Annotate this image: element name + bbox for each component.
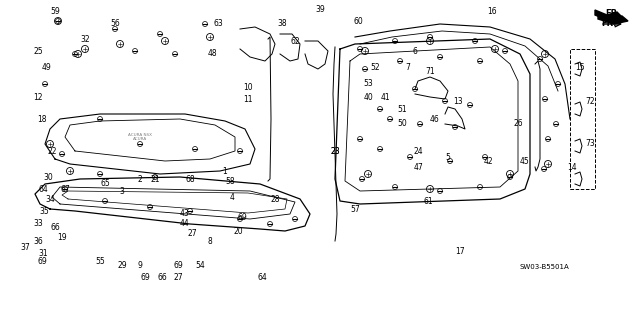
Text: 61: 61 (423, 197, 433, 205)
Text: 37: 37 (20, 242, 30, 251)
Text: 43: 43 (180, 210, 190, 219)
Text: 45: 45 (520, 157, 530, 166)
Text: 64: 64 (38, 184, 48, 194)
Text: 26: 26 (513, 120, 523, 129)
Text: 34: 34 (45, 195, 55, 204)
Text: 19: 19 (57, 233, 67, 241)
Text: 35: 35 (39, 206, 49, 216)
Text: 13: 13 (453, 97, 463, 106)
Text: 57: 57 (350, 204, 360, 213)
Text: 1: 1 (223, 167, 227, 175)
Text: 58: 58 (225, 176, 235, 186)
Text: 41: 41 (380, 93, 390, 101)
Text: 69: 69 (140, 272, 150, 281)
Text: 59: 59 (50, 6, 60, 16)
Text: 60: 60 (353, 17, 363, 26)
Bar (570, 49, 595, 189)
Text: 27: 27 (173, 272, 183, 281)
Text: 2: 2 (138, 174, 142, 183)
Text: 69: 69 (237, 212, 247, 221)
Text: 40: 40 (363, 93, 373, 101)
Text: 25: 25 (33, 47, 43, 56)
Text: 56: 56 (110, 19, 120, 28)
Text: 3: 3 (120, 187, 124, 196)
Text: 72: 72 (585, 97, 595, 106)
Text: 30: 30 (43, 173, 53, 182)
Text: SW03-B5501A: SW03-B5501A (520, 264, 570, 270)
Text: 29: 29 (117, 262, 127, 271)
Polygon shape (598, 14, 628, 24)
Text: 9: 9 (138, 262, 143, 271)
Text: 66: 66 (50, 222, 60, 232)
Text: 46: 46 (430, 115, 440, 123)
Text: 55: 55 (95, 256, 105, 265)
Text: 68: 68 (185, 174, 195, 183)
Text: 22: 22 (47, 146, 57, 155)
Text: 23: 23 (330, 146, 340, 155)
Text: 12: 12 (33, 93, 43, 101)
Text: 69: 69 (173, 262, 183, 271)
Text: 17: 17 (455, 247, 465, 256)
Text: 53: 53 (363, 79, 373, 88)
Text: 14: 14 (567, 162, 577, 172)
Text: 66: 66 (157, 272, 167, 281)
Text: 27: 27 (187, 229, 197, 239)
Text: 18: 18 (37, 115, 47, 123)
Text: 63: 63 (213, 19, 223, 28)
Text: FR.: FR. (601, 19, 616, 27)
Text: 71: 71 (425, 66, 435, 76)
Text: 15: 15 (575, 63, 585, 71)
Text: 50: 50 (397, 120, 407, 129)
Text: 69: 69 (37, 256, 47, 265)
Text: 31: 31 (38, 249, 48, 258)
Text: 16: 16 (487, 6, 497, 16)
Text: 36: 36 (33, 236, 43, 246)
Text: 7: 7 (406, 63, 410, 71)
Text: 39: 39 (315, 4, 325, 13)
Text: 49: 49 (42, 63, 52, 71)
Text: 8: 8 (207, 236, 212, 246)
Text: 47: 47 (413, 162, 423, 172)
Text: 11: 11 (243, 94, 253, 103)
Text: 51: 51 (397, 105, 407, 114)
Text: 67: 67 (60, 184, 70, 194)
Text: 20: 20 (233, 226, 243, 235)
Text: 48: 48 (207, 49, 217, 58)
Text: ACURA NSX
ACURA: ACURA NSX ACURA (128, 133, 152, 141)
Text: 38: 38 (277, 19, 287, 28)
Text: 28: 28 (270, 195, 280, 204)
Text: 44: 44 (180, 219, 190, 228)
Text: 64: 64 (257, 272, 267, 281)
Text: 73: 73 (585, 139, 595, 149)
Text: 5: 5 (445, 152, 451, 161)
Text: 52: 52 (370, 63, 380, 71)
Text: 62: 62 (290, 36, 300, 46)
Text: 10: 10 (243, 83, 253, 92)
Text: 4: 4 (230, 192, 234, 202)
Text: 33: 33 (33, 219, 43, 228)
Text: 24: 24 (413, 146, 423, 155)
Text: 42: 42 (483, 157, 493, 166)
Text: 54: 54 (195, 262, 205, 271)
Text: FR.: FR. (605, 10, 621, 19)
Text: 21: 21 (150, 174, 160, 183)
Polygon shape (595, 10, 622, 20)
Text: 23: 23 (330, 146, 340, 155)
Text: 65: 65 (100, 180, 110, 189)
Text: 6: 6 (413, 47, 417, 56)
Text: 32: 32 (80, 34, 90, 43)
